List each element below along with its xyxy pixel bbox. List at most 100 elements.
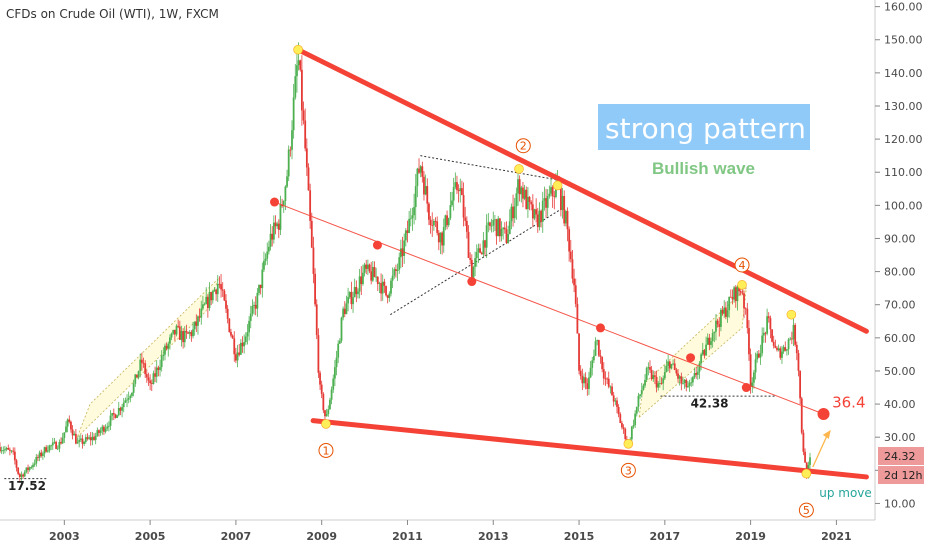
x-tick-label: 2003: [49, 530, 80, 543]
candle-body: [769, 318, 772, 330]
candle-body: [693, 373, 696, 378]
candle-body: [342, 308, 345, 318]
candle-body: [465, 220, 468, 232]
candle-body: [259, 284, 262, 289]
candle-body: [777, 348, 780, 351]
wave-circle-4: [734, 257, 750, 273]
candle-body: [442, 227, 445, 246]
candle-body: [185, 331, 188, 333]
midline-marker: [595, 323, 605, 333]
candle-body: [711, 333, 714, 342]
candle-body: [50, 445, 53, 447]
candle-body: [362, 272, 364, 285]
price-tag-bg: [878, 447, 924, 466]
candle-body: [668, 361, 671, 369]
candle-body: [104, 428, 107, 432]
candle-body: [540, 210, 543, 222]
candle-body: [472, 266, 475, 278]
candle-body: [254, 304, 257, 309]
candle-body: [579, 370, 582, 376]
x-tick-label: 2017: [650, 530, 681, 543]
candle-body: [7, 447, 10, 450]
candle-body: [673, 363, 676, 370]
candle-body: [53, 441, 56, 443]
candle-body: [797, 353, 800, 371]
candle-body: [136, 374, 138, 378]
candle-body: [762, 332, 765, 336]
candle-body: [363, 264, 366, 273]
candle-body: [584, 377, 587, 384]
candle-body: [368, 264, 371, 272]
candle-body: [662, 378, 665, 384]
bullish-wave-text: Bullish wave: [652, 159, 755, 178]
candle-body: [578, 333, 580, 371]
candle-body: [205, 296, 208, 304]
candle-body: [589, 367, 592, 378]
candle-body: [266, 251, 269, 259]
candle-body: [683, 379, 686, 383]
pivot-marker: [801, 468, 812, 479]
candle-body: [766, 316, 769, 334]
candle-body: [563, 195, 566, 224]
candle-body: [399, 248, 402, 258]
candle-body: [606, 378, 608, 380]
candle-body: [182, 331, 185, 343]
candle-body: [515, 193, 518, 207]
candle-body: [86, 437, 89, 439]
candle-body: [591, 360, 594, 368]
candle-body: [111, 413, 114, 416]
candle-body: [126, 399, 128, 401]
candle-body: [561, 195, 564, 211]
candle-body: [388, 293, 391, 298]
candle-body: [757, 353, 760, 358]
candle-body: [592, 355, 595, 361]
level-mid-label: 42.38: [691, 396, 729, 410]
candle-body: [650, 369, 653, 380]
candle-body: [12, 450, 15, 452]
candle-body: [518, 179, 521, 195]
candle-body: [37, 457, 39, 458]
candle-body: [353, 287, 356, 298]
candle-body: [413, 207, 415, 216]
candle-body: [122, 402, 125, 408]
candle-body: [406, 230, 409, 234]
candle-body: [335, 357, 338, 368]
candle-body: [414, 186, 417, 208]
candle-body: [73, 433, 76, 436]
candle-body: [74, 433, 77, 444]
candle-body: [202, 304, 204, 309]
wave-label-3: 3: [625, 464, 632, 477]
midline-marker: [686, 353, 696, 363]
candle-body: [223, 290, 226, 301]
candle-body: [599, 355, 602, 357]
candle-body: [713, 331, 716, 334]
y-tick-label: 130.00: [884, 100, 923, 113]
candle-body: [739, 291, 742, 293]
candle-body: [644, 379, 646, 386]
candle-body: [602, 369, 605, 379]
candle-body: [708, 337, 711, 345]
candle-body: [289, 149, 292, 151]
candle-body: [338, 340, 341, 344]
candle-body: [663, 371, 666, 379]
candle-body: [228, 318, 231, 333]
triangle-upper-line: [420, 155, 571, 183]
candle-body: [426, 186, 429, 204]
candle-body: [269, 233, 272, 247]
candle-body: [726, 310, 729, 317]
candle-body: [314, 273, 316, 305]
candle-body: [720, 309, 722, 327]
candle-body: [197, 316, 199, 326]
candle-body: [652, 375, 655, 380]
candle-body: [268, 246, 270, 252]
candle-body: [494, 219, 496, 221]
candle-body: [635, 406, 638, 414]
candle-body: [484, 240, 486, 248]
candle-body: [345, 303, 348, 315]
candle-body: [594, 341, 597, 356]
x-tick-label: 2009: [306, 530, 337, 543]
candle-body: [756, 353, 759, 360]
candle-body: [154, 373, 156, 377]
candle-body: [804, 451, 806, 463]
candle-body: [68, 419, 71, 422]
